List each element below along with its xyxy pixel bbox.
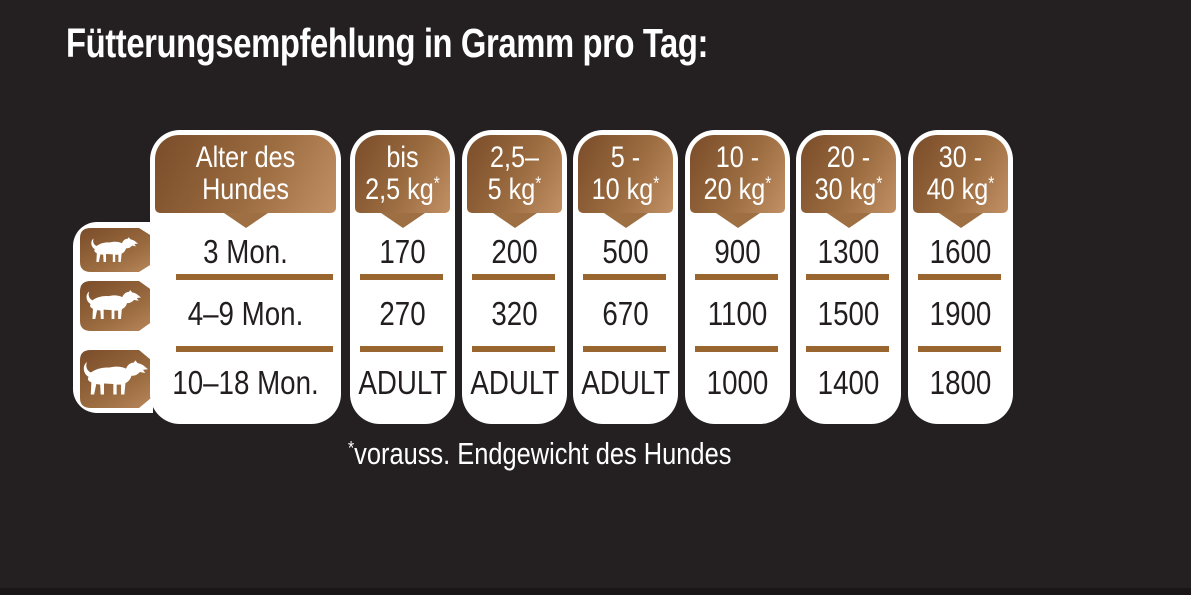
weight-header-badge: 10 - 20 kg* xyxy=(690,135,785,213)
row-divider xyxy=(918,346,1001,352)
weight-column-5-10kg: 5 - 10 kg* 500 670 ADULT xyxy=(573,130,678,424)
asterisk-marker: * xyxy=(765,172,772,194)
cell-value: 500 xyxy=(602,233,649,270)
asterisk-marker: * xyxy=(876,172,883,194)
weight-column-2-5-5kg: 2,5– 5 kg* 200 320 ADULT xyxy=(462,130,567,424)
cell-value: 1800 xyxy=(929,364,992,401)
badge-pointer xyxy=(492,213,537,228)
cell-value: 200 xyxy=(491,233,538,270)
cell-value: 1900 xyxy=(929,295,992,332)
age-header-line2: Hundes xyxy=(202,173,289,206)
weight-header-line1: bis xyxy=(386,141,419,174)
weight-header-line1: 20 - xyxy=(826,141,871,174)
badge-pointer xyxy=(603,213,648,228)
cell-value: 1300 xyxy=(817,233,880,270)
asterisk-marker: * xyxy=(988,172,995,194)
cell-value: 320 xyxy=(491,295,538,332)
weight-column-bis-2-5kg: bis 2,5 kg* 170 270 ADULT xyxy=(350,130,455,424)
asterisk-marker: * xyxy=(653,172,660,194)
row-divider xyxy=(472,274,555,280)
cell-value: 1400 xyxy=(817,364,880,401)
row-divider xyxy=(472,346,555,352)
row-divider xyxy=(360,274,443,280)
cell-value: 900 xyxy=(714,233,761,270)
weight-column-20-30kg: 20 - 30 kg* 1300 1500 1400 xyxy=(796,130,901,424)
weight-header-badge: 30 - 40 kg* xyxy=(913,135,1008,213)
weight-column-10-20kg: 10 - 20 kg* 900 1100 1000 xyxy=(685,130,790,424)
row-divider xyxy=(806,274,889,280)
weight-header-line2: 30 kg xyxy=(814,173,877,206)
bottom-edge-strip xyxy=(0,588,1191,595)
row-divider xyxy=(583,274,666,280)
age-header-line1: Alter des xyxy=(195,141,296,174)
dog-size-panel xyxy=(73,222,174,413)
cell-value: 1000 xyxy=(706,364,769,401)
weight-header-line1: 2,5– xyxy=(489,141,540,174)
weight-header-badge: 20 - 30 kg* xyxy=(801,135,896,213)
weight-header-line2: 20 kg xyxy=(703,173,766,206)
footnote-text: vorauss. Endgewicht des Hundes xyxy=(354,436,732,471)
asterisk-marker: * xyxy=(348,438,355,460)
row-divider xyxy=(695,346,778,352)
weight-column-30-40kg: 30 - 40 kg* 1600 1900 1800 xyxy=(908,130,1013,424)
cell-value: 1600 xyxy=(929,233,992,270)
badge-pointer xyxy=(380,213,425,228)
row-divider xyxy=(176,274,333,280)
row-divider xyxy=(176,346,333,352)
footnote: *vorauss. Endgewicht des Hundes xyxy=(348,436,731,472)
cell-value: ADULT xyxy=(581,364,671,401)
row-divider xyxy=(695,274,778,280)
age-row-label: 3 Mon. xyxy=(203,233,288,270)
weight-header-line2: 2,5 kg xyxy=(365,173,434,206)
age-row-label: 10–18 Mon. xyxy=(172,364,319,401)
badge-pointer xyxy=(826,213,871,228)
badge-pointer xyxy=(938,213,983,228)
cell-value: 170 xyxy=(379,233,426,270)
cell-value: 270 xyxy=(379,295,426,332)
asterisk-marker: * xyxy=(535,172,542,194)
row-divider xyxy=(806,346,889,352)
weight-header-line1: 30 - xyxy=(938,141,983,174)
weight-header-badge: 5 - 10 kg* xyxy=(578,135,673,213)
asterisk-marker: * xyxy=(433,172,440,194)
cell-value: 670 xyxy=(602,295,649,332)
cell-value: 1100 xyxy=(707,295,768,332)
badge-pointer xyxy=(715,213,760,228)
weight-header-badge: 2,5– 5 kg* xyxy=(467,135,562,213)
row-divider xyxy=(583,346,666,352)
cell-value: ADULT xyxy=(470,364,560,401)
row-divider xyxy=(360,346,443,352)
weight-header-line1: 10 - xyxy=(715,141,760,174)
cell-value: ADULT xyxy=(358,364,448,401)
weight-header-line2: 40 kg xyxy=(926,173,989,206)
age-column: Alter des Hundes 3 Mon. 4–9 Mon. 10–18 M… xyxy=(150,130,341,424)
row-divider xyxy=(918,274,1001,280)
weight-header-line2: 10 kg xyxy=(591,173,654,206)
weight-header-badge: bis 2,5 kg* xyxy=(355,135,450,213)
weight-header-line1: 5 - xyxy=(610,141,641,174)
cell-value: 1500 xyxy=(817,295,880,332)
weight-header-line2: 5 kg xyxy=(487,173,536,206)
page-title: Fütterungsempfehlung in Gramm pro Tag: xyxy=(66,20,709,66)
age-header-badge: Alter des Hundes xyxy=(155,135,336,213)
badge-pointer xyxy=(223,213,268,228)
age-row-label: 4–9 Mon. xyxy=(187,295,304,332)
